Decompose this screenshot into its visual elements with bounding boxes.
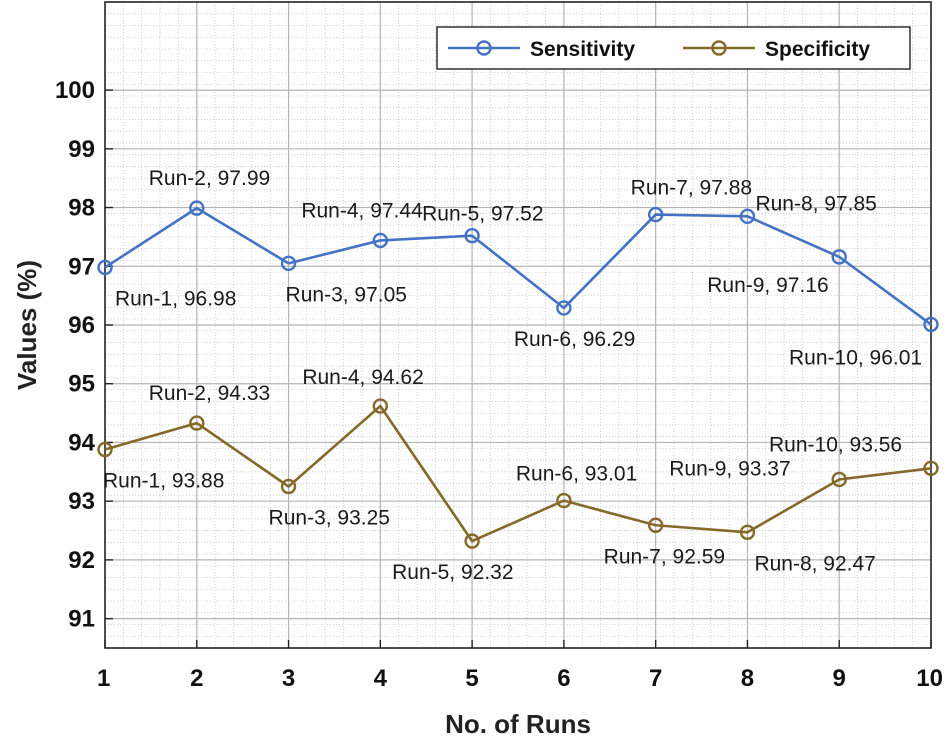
data-label-specificity: Run-9, 93.37 <box>669 457 790 480</box>
y-tick-label: 97 <box>68 253 95 280</box>
data-label-sensitivity: Run-7, 97.88 <box>631 177 752 200</box>
y-tick-label: 96 <box>68 312 95 339</box>
y-tick-label: 91 <box>68 606 95 633</box>
legend-marker-specificity <box>711 40 727 56</box>
data-point-sensitivity <box>647 206 664 223</box>
y-tick-label: 93 <box>68 488 95 515</box>
series-line-sensitivity <box>104 206 932 326</box>
data-label-specificity: Run-10, 93.56 <box>769 433 902 456</box>
data-point-sensitivity <box>97 259 113 276</box>
data-point-specificity <box>556 492 572 509</box>
data-point-specificity <box>189 415 205 431</box>
y-tick-label: 94 <box>68 429 95 456</box>
legend-marker-sensitivity <box>476 40 492 56</box>
data-label-specificity: Run-2, 94.33 <box>149 382 270 405</box>
legend: Sensitivity Specificity <box>436 26 911 70</box>
y-tick-label: 92 <box>68 547 95 574</box>
data-label-specificity: Run-6, 93.01 <box>516 463 637 486</box>
x-tick-label: 8 <box>741 665 754 692</box>
data-point-sensitivity <box>831 249 847 265</box>
x-tick-label: 10 <box>916 665 943 692</box>
data-label-sensitivity: Run-1, 96.98 <box>115 287 236 310</box>
data-point-sensitivity <box>739 208 756 225</box>
data-point-specificity <box>97 441 113 458</box>
x-axis-ticks: 1 2 3 4 5 6 7 8 9 10 <box>97 640 943 692</box>
major-grid <box>105 2 931 648</box>
x-tick-label: 1 <box>97 665 110 692</box>
data-label-specificity: Run-5, 92.32 <box>392 561 513 584</box>
data-label-sensitivity: Run-8, 97.85 <box>755 192 876 215</box>
data-label-sensitivity: Run-2, 97.99 <box>149 167 270 190</box>
data-label-sensitivity: Run-9, 97.16 <box>707 274 828 297</box>
data-point-specificity <box>464 533 480 549</box>
data-label-sensitivity: Run-4, 97.44 <box>301 199 423 222</box>
data-labels: Run-1, 96.98 Run-2, 97.99 Run-3, 97.05 Run-… <box>103 167 922 584</box>
x-tick-label: 4 <box>374 665 388 692</box>
data-point-specificity <box>923 460 939 476</box>
y-tick-label: 99 <box>68 136 95 163</box>
data-label-sensitivity: Run-6, 96.29 <box>514 328 635 351</box>
data-label-specificity: Run-8, 92.47 <box>754 552 875 575</box>
data-label-sensitivity: Run-5, 97.52 <box>422 203 543 226</box>
y-axis-ticks: 91 92 93 94 95 96 97 98 99 100 <box>55 77 113 633</box>
data-point-sensitivity <box>556 300 572 316</box>
x-tick-label: 3 <box>282 665 295 692</box>
data-point-specificity <box>372 398 389 414</box>
legend-label-specificity: Specificity <box>765 38 870 61</box>
data-point-specificity <box>647 517 664 533</box>
data-label-specificity: Run-4, 94.62 <box>302 366 423 389</box>
x-tick-label: 9 <box>833 665 846 692</box>
data-point-sensitivity <box>280 255 297 272</box>
x-tick-label: 5 <box>465 665 478 692</box>
x-tick-label: 6 <box>557 665 570 692</box>
data-label-sensitivity: Run-3, 97.05 <box>286 283 407 306</box>
data-point-specificity <box>831 471 847 488</box>
data-label-specificity: Run-7, 92.59 <box>604 545 725 568</box>
series-line-specificity <box>104 404 932 543</box>
series-layer <box>97 200 939 549</box>
x-tick-label: 7 <box>649 665 662 692</box>
y-tick-label: 100 <box>55 77 95 104</box>
data-label-sensitivity: Run-10, 96.01 <box>789 346 922 369</box>
data-label-specificity: Run-3, 93.25 <box>269 507 390 530</box>
y-axis-title: Values (%) <box>12 260 42 390</box>
data-point-sensitivity <box>923 316 939 333</box>
y-tick-label: 98 <box>68 195 95 222</box>
data-point-sensitivity <box>464 228 480 244</box>
data-point-specificity <box>739 524 756 541</box>
legend-label-sensitivity: Sensitivity <box>530 38 635 61</box>
x-axis-title: No. of Runs <box>445 709 591 739</box>
x-tick-label: 2 <box>190 665 203 692</box>
data-point-sensitivity <box>189 200 205 216</box>
data-label-specificity: Run-1, 93.88 <box>103 470 224 493</box>
data-point-specificity <box>280 478 297 495</box>
data-point-sensitivity <box>372 232 389 249</box>
y-tick-label: 95 <box>68 371 95 398</box>
